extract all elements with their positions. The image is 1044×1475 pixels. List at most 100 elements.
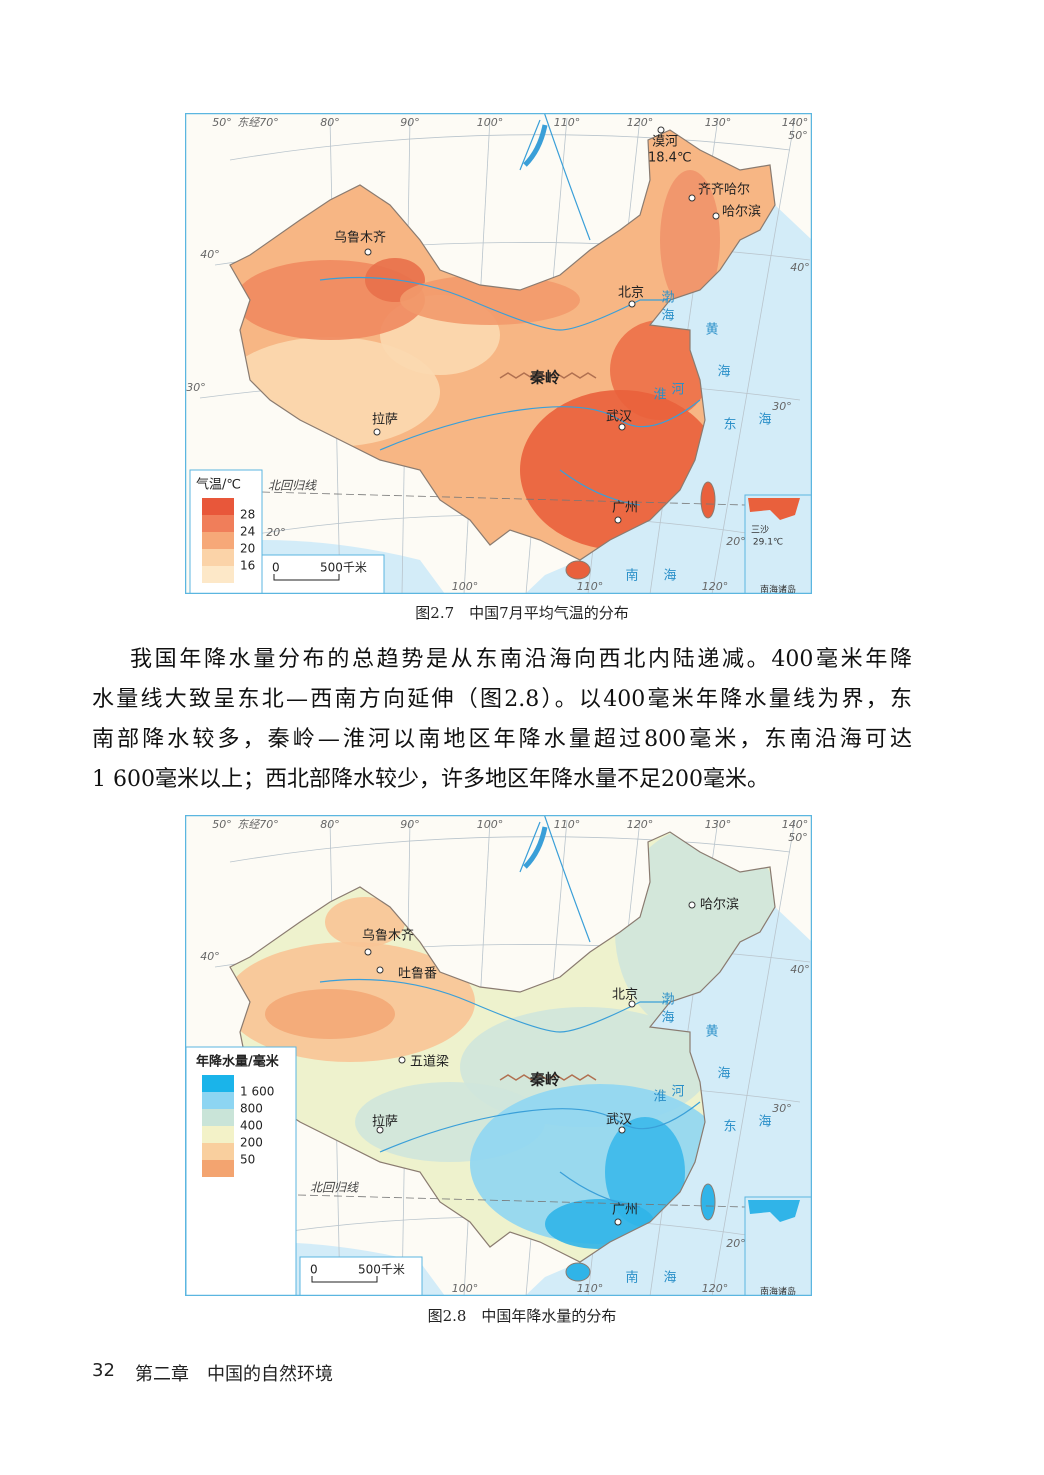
scale-label: 500千米 — [358, 1263, 405, 1277]
inset-land — [748, 1200, 800, 1222]
body-line: 水量线大致呈东北—西南方向延伸（图2.8）。以400毫米年降水量线为界，东 — [92, 687, 912, 712]
city-label: 漠河 — [652, 135, 678, 150]
city-label: 18.4℃ — [648, 151, 692, 166]
scale-bar — [311, 1276, 378, 1283]
tropic-label: 北回归线 — [268, 479, 317, 493]
lake-baikal — [523, 826, 548, 869]
graticule-label: 50° — [212, 818, 232, 831]
legend-swatch — [202, 1126, 234, 1143]
sea-label: 海 — [717, 1067, 730, 1082]
city-label: 秦岭 — [529, 369, 560, 387]
city-label: 乌鲁木齐 — [334, 230, 386, 246]
inset-label: 三沙 — [751, 525, 769, 536]
inset-land — [748, 498, 800, 520]
city-label: 武汉 — [606, 410, 632, 425]
graticule-label: 120° — [702, 580, 729, 593]
figure-caption: 图2.7 中国7月平均气温的分布 — [415, 604, 629, 622]
scale-label: 500千米 — [320, 561, 367, 575]
climate-zone — [325, 897, 405, 947]
city-dot — [364, 248, 372, 256]
legend-label: 800 — [240, 1102, 263, 1116]
qinling-mark — [499, 372, 597, 379]
city-dot — [376, 1126, 384, 1134]
body-line: 1 600毫米以上；西北部降水较少，许多地区年降水量不足200毫米。 — [92, 767, 769, 792]
graticule-label: 100° — [477, 818, 504, 831]
city-label: 拉萨 — [372, 1115, 398, 1130]
graticule-label: 40° — [200, 248, 220, 261]
map-temperature: 50° 东经70° 80° 90° 100° 110° 120° 130° 140°50°40°… — [185, 113, 812, 594]
city-label: 五道梁 — [410, 1055, 449, 1070]
page-number: 32 — [92, 1360, 115, 1381]
scale-label: 0 — [272, 561, 280, 575]
city-dot — [688, 194, 696, 202]
city-dot — [614, 1218, 622, 1226]
sea-label: 海 — [663, 569, 676, 584]
city-dot — [618, 423, 626, 431]
city-label: 武汉 — [606, 1113, 632, 1128]
climate-zone — [660, 170, 720, 310]
city-dot — [628, 1000, 636, 1008]
sea-label: 河 — [671, 1085, 684, 1100]
legend-label: 400 — [240, 1119, 263, 1133]
city-dot — [688, 901, 696, 909]
body-line: 南部降水较多，秦岭—淮河以南地区年降水量超过800毫米，东南沿海可达 — [92, 727, 912, 752]
river — [379, 1101, 701, 1153]
legend-swatch — [202, 566, 234, 583]
graticule-label: 130° — [705, 116, 732, 129]
qinling-mark — [499, 1074, 597, 1081]
map-frame — [185, 815, 812, 1296]
river — [559, 1171, 641, 1208]
legend-label: 24 — [240, 525, 255, 539]
graticule-label: 90° — [400, 116, 420, 129]
sea-label: 海 — [661, 309, 674, 324]
tropic-line — [261, 1193, 746, 1208]
hainan — [565, 1262, 591, 1282]
graticule-label: 40° — [200, 950, 220, 963]
city-label: 广州 — [612, 501, 638, 516]
graticule-label: 80° — [320, 818, 340, 831]
city-dot — [618, 1126, 626, 1134]
graticule-label: 东经70° — [237, 818, 279, 831]
graticule-label: 140° — [782, 116, 809, 129]
sea-label: 东 — [723, 418, 736, 433]
map-body: 50° 东经70° 80° 90° 100° 110° 120° 130° 140°50°40°… — [185, 815, 812, 1296]
legend-label: 200 — [240, 1136, 263, 1150]
city-label: 秦岭 — [529, 1071, 560, 1089]
ocean — [525, 907, 812, 1296]
city-dot — [364, 948, 372, 956]
map-precipitation: 50° 东经70° 80° 90° 100° 110° 120° 130° 140°50°40°… — [185, 815, 812, 1296]
tropic-label: 北回归线 — [310, 1181, 359, 1195]
city-label: 北京 — [612, 988, 638, 1003]
legend-label: 50 — [240, 1153, 255, 1167]
scale-box — [261, 554, 385, 594]
taiwan — [700, 1183, 716, 1221]
taiwan — [700, 481, 716, 519]
legend-swatch — [202, 532, 234, 549]
city-label: 吐鲁番 — [398, 967, 437, 982]
graticule-label: 80° — [320, 116, 340, 129]
legend-label: 1 600 — [240, 1085, 274, 1099]
city-dot — [657, 126, 665, 134]
sea-label: 渤 — [661, 992, 674, 1008]
sea-label: 黄 — [705, 1025, 718, 1040]
city-dot — [628, 300, 636, 308]
graticule-label: 20° — [726, 1237, 746, 1250]
legend-title: 气温/℃ — [196, 477, 241, 493]
legend-label: 16 — [240, 559, 255, 573]
figure-caption: 图2.8 中国年降水量的分布 — [427, 1307, 617, 1325]
city-dot — [614, 516, 622, 524]
graticule-label: 100° — [452, 1282, 479, 1295]
river — [319, 978, 668, 1033]
graticule-label: 120° — [627, 818, 654, 831]
sea-label: 海 — [758, 1115, 771, 1130]
inset-label: 南海诸岛 — [760, 584, 796, 595]
river — [379, 399, 701, 451]
graticule-label: 30° — [186, 381, 206, 394]
sea-label: 海 — [717, 365, 730, 380]
sea-label: 淮 — [653, 1090, 666, 1105]
china-border — [229, 129, 776, 561]
graticule-line — [229, 836, 791, 863]
sea-label: 海 — [661, 1011, 674, 1026]
map-frame — [185, 113, 812, 594]
ocean — [525, 205, 812, 594]
